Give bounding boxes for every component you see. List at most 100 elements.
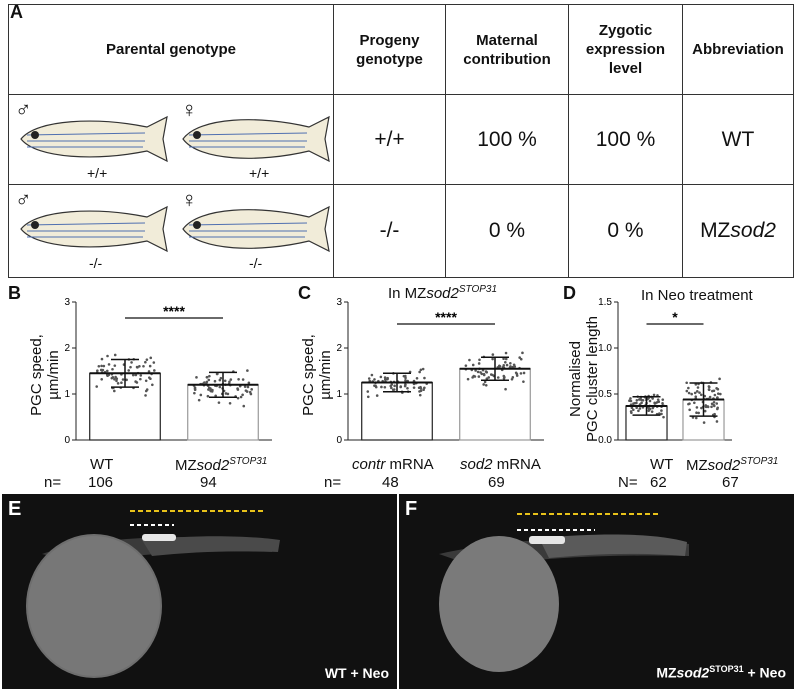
chart-d: 0.0 0.5 1.0 1.5 * bbox=[598, 297, 732, 446]
data-point bbox=[406, 386, 409, 390]
data-point bbox=[515, 374, 519, 377]
data-point bbox=[491, 357, 494, 361]
data-point bbox=[715, 402, 719, 405]
data-point bbox=[131, 373, 135, 377]
data-point bbox=[148, 376, 151, 379]
data-point bbox=[687, 402, 690, 406]
chart-d-n-label: N= bbox=[618, 474, 638, 491]
data-point bbox=[239, 395, 243, 399]
data-point bbox=[690, 392, 693, 396]
data-point bbox=[464, 364, 468, 367]
maternal-wt: 100 % bbox=[445, 94, 569, 185]
data-point bbox=[399, 385, 403, 388]
data-point bbox=[661, 402, 664, 405]
data-point bbox=[696, 386, 700, 389]
chart-d-title: In Neo treatment bbox=[641, 287, 753, 304]
data-point bbox=[206, 394, 210, 398]
data-point bbox=[152, 361, 156, 364]
data-point bbox=[218, 378, 222, 382]
chart-b-n2: 94 bbox=[200, 474, 217, 491]
y-tick-label: 0.5 bbox=[598, 389, 612, 400]
data-point bbox=[138, 364, 141, 368]
data-point bbox=[236, 396, 240, 400]
y-tick-label: 2 bbox=[64, 343, 70, 354]
male-genotype: -/- bbox=[89, 255, 103, 271]
data-point bbox=[111, 367, 114, 371]
female-genotype: +/+ bbox=[249, 165, 270, 181]
data-point bbox=[139, 377, 142, 381]
data-point bbox=[135, 381, 139, 384]
data-point bbox=[685, 381, 688, 385]
data-point bbox=[241, 378, 245, 381]
header-abbreviation: Abbreviation bbox=[682, 4, 794, 95]
data-point bbox=[213, 379, 217, 383]
data-point bbox=[519, 357, 523, 361]
data-point bbox=[205, 375, 209, 379]
data-point bbox=[120, 381, 123, 385]
fish-icon bbox=[182, 115, 330, 163]
data-point bbox=[651, 397, 654, 400]
y-tick-label: 1.5 bbox=[598, 297, 612, 308]
chart-c-cat1: contr mRNA bbox=[352, 456, 434, 473]
progeny-mz: -/- bbox=[333, 184, 446, 278]
data-point bbox=[195, 376, 198, 379]
data-point bbox=[688, 408, 691, 412]
data-point bbox=[648, 407, 652, 411]
data-point bbox=[144, 394, 147, 397]
data-point bbox=[419, 389, 423, 393]
y-tick-label: 0.0 bbox=[598, 435, 612, 446]
data-point bbox=[707, 388, 711, 392]
data-point bbox=[706, 405, 710, 409]
data-point bbox=[151, 383, 154, 387]
fish-pair-wt bbox=[20, 115, 330, 163]
image-panel-e: E WT + Neo bbox=[2, 494, 397, 689]
data-point bbox=[379, 375, 383, 379]
data-point bbox=[211, 388, 214, 392]
data-point bbox=[383, 385, 387, 389]
fish-icon bbox=[20, 205, 168, 253]
data-point bbox=[715, 420, 719, 423]
data-point bbox=[223, 379, 227, 383]
data-point bbox=[423, 376, 426, 380]
data-point bbox=[704, 404, 708, 407]
data-point bbox=[522, 371, 526, 375]
data-point bbox=[716, 396, 719, 399]
data-point bbox=[482, 372, 486, 376]
data-point bbox=[628, 399, 631, 402]
data-point bbox=[713, 393, 717, 397]
data-point bbox=[700, 406, 703, 410]
chart-d-cat2: MZsod2STOP31 bbox=[686, 456, 779, 474]
zygotic-wt: 100 % bbox=[568, 94, 683, 185]
data-point bbox=[629, 410, 633, 413]
data-point bbox=[102, 364, 106, 368]
data-point bbox=[136, 366, 139, 369]
data-point bbox=[419, 387, 423, 390]
panel-b-label: B bbox=[8, 283, 21, 303]
data-point bbox=[199, 393, 203, 397]
data-point bbox=[246, 369, 249, 372]
data-point bbox=[229, 378, 233, 381]
data-point bbox=[640, 398, 643, 402]
data-point bbox=[710, 405, 713, 409]
data-point bbox=[113, 389, 116, 393]
chart-c-n-label: n= bbox=[324, 474, 342, 491]
data-point bbox=[121, 378, 125, 381]
data-point bbox=[697, 411, 700, 415]
data-point bbox=[693, 391, 697, 395]
data-point bbox=[97, 364, 101, 368]
data-point bbox=[660, 412, 663, 416]
data-point bbox=[504, 360, 507, 364]
data-point bbox=[635, 406, 638, 410]
data-point bbox=[687, 391, 691, 395]
data-point bbox=[695, 411, 698, 415]
data-point bbox=[242, 404, 246, 408]
data-point bbox=[480, 372, 484, 376]
data-point bbox=[699, 393, 703, 397]
data-point bbox=[483, 380, 487, 384]
data-point bbox=[105, 369, 109, 373]
data-point bbox=[248, 390, 252, 394]
data-point bbox=[466, 377, 470, 381]
data-point bbox=[116, 382, 120, 385]
data-point bbox=[197, 398, 201, 402]
data-point bbox=[712, 400, 716, 404]
